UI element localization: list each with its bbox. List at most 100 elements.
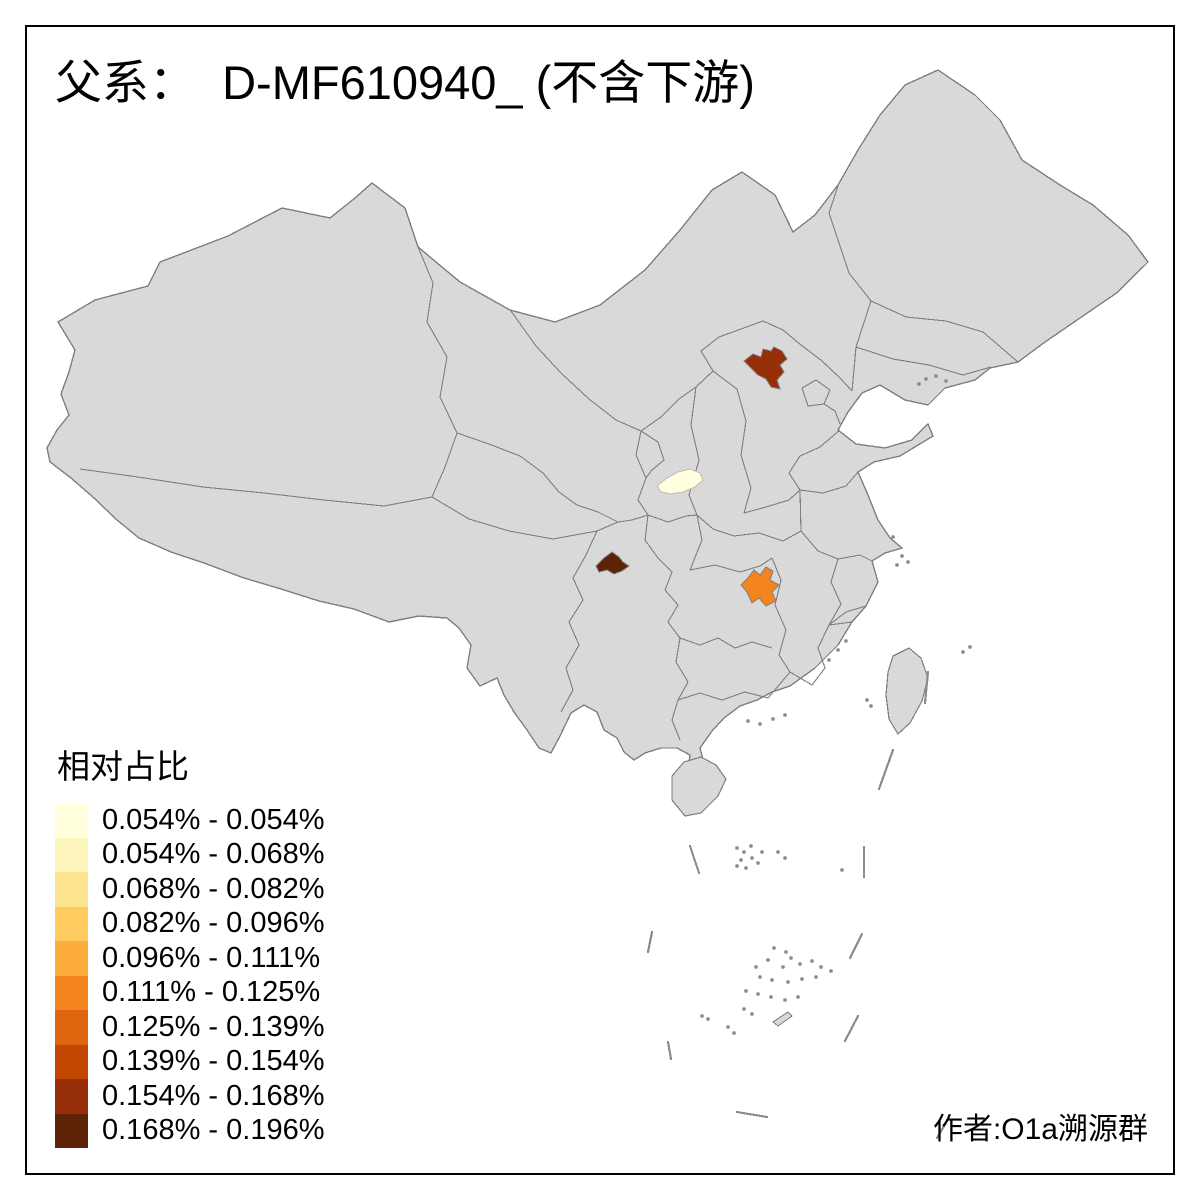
legend-swatch xyxy=(55,872,88,907)
mainland-outline xyxy=(46,69,1149,784)
islet-dot xyxy=(732,1031,736,1035)
legend-title: 相对占比 xyxy=(57,748,189,785)
islet-dot xyxy=(766,958,770,962)
islet-dot xyxy=(783,856,787,860)
legend-label: 0.168% - 0.196% xyxy=(102,1114,325,1147)
hainan-island xyxy=(671,756,727,817)
islet-dot xyxy=(760,850,764,854)
islet-dot xyxy=(961,650,965,654)
legend-row: 0.168% - 0.196% xyxy=(55,1113,325,1148)
sea-islands xyxy=(700,374,972,1035)
islet-dot xyxy=(819,965,823,969)
islet-dot xyxy=(771,717,775,721)
islet-dot xyxy=(836,648,840,652)
islet-dot xyxy=(758,975,762,979)
legend-label: 0.139% - 0.154% xyxy=(102,1045,325,1078)
attribution: 作者:O1a溯源群 xyxy=(932,1113,1148,1146)
islet-dot xyxy=(840,868,844,872)
islet-dot xyxy=(749,844,753,848)
legend-row: 0.068% - 0.082% xyxy=(55,872,324,907)
islet-dot xyxy=(750,1012,754,1016)
islet-dot xyxy=(756,992,760,996)
legend-row: 0.139% - 0.154% xyxy=(55,1044,325,1079)
islet-dot xyxy=(968,645,972,649)
islet-dot xyxy=(844,639,848,643)
islet-dot xyxy=(700,1014,704,1018)
legend-label: 0.054% - 0.054% xyxy=(102,803,325,836)
islet-dot xyxy=(783,998,787,1002)
islet-dot xyxy=(756,861,760,865)
islet-dot xyxy=(784,950,788,954)
islet-dot xyxy=(744,866,748,870)
taiwan-island xyxy=(885,647,929,735)
islet-dot xyxy=(726,1025,730,1029)
islet-dot xyxy=(786,980,790,984)
islet-dot xyxy=(789,956,793,960)
legend-label: 0.068% - 0.082% xyxy=(102,872,325,905)
legend-row: 0.082% - 0.096% xyxy=(55,906,325,941)
islet-dot xyxy=(739,858,743,862)
islet-dot xyxy=(865,698,869,702)
islet-dot xyxy=(742,850,746,854)
islet-dot xyxy=(770,978,774,982)
legend-label: 0.054% - 0.068% xyxy=(102,838,325,871)
highlight-region-central xyxy=(656,468,704,495)
legend-label: 0.111% - 0.125% xyxy=(102,976,321,1009)
legend-row: 0.096% - 0.111% xyxy=(55,941,324,976)
islet-dot xyxy=(895,563,899,567)
highlight-region-southwest xyxy=(595,551,630,575)
islet-dot xyxy=(746,719,750,723)
legend-row: 0.125% - 0.139% xyxy=(55,1010,324,1045)
legend-row: 0.111% - 0.125% xyxy=(55,975,324,1010)
islet-dot xyxy=(744,989,748,993)
legend-label: 0.125% - 0.139% xyxy=(102,1010,325,1043)
islet-dot xyxy=(944,379,948,383)
islet-dot xyxy=(891,535,895,539)
legend-row: 0.054% - 0.068% xyxy=(55,837,325,872)
legend-swatch xyxy=(55,837,88,872)
legend-label: 0.082% - 0.096% xyxy=(102,907,325,940)
islet-dot xyxy=(869,704,873,708)
legend-row: 0.054% - 0.054% xyxy=(55,803,324,838)
islet-dot xyxy=(754,965,758,969)
islet-dot xyxy=(934,374,938,378)
legend-swatch xyxy=(55,1113,88,1148)
islet-dot xyxy=(783,713,787,717)
islet-dot xyxy=(810,959,814,963)
plot-frame xyxy=(25,25,1175,1175)
islet-dot xyxy=(829,969,833,973)
legend-swatch xyxy=(55,1010,88,1045)
islet-dot xyxy=(772,946,776,950)
nine-dash-line xyxy=(646,670,949,1140)
islet-dot xyxy=(917,382,921,386)
highlight-region-north xyxy=(743,346,788,390)
islet-dot xyxy=(750,856,754,860)
islet-dot xyxy=(900,554,904,558)
islet-dot xyxy=(776,850,780,854)
islet-dot xyxy=(742,1007,746,1011)
islet-dot xyxy=(735,864,739,868)
legend-swatch xyxy=(55,941,88,976)
islet-dot xyxy=(827,658,831,662)
legend-row: 0.154% - 0.168% xyxy=(55,1079,324,1114)
islet-dot xyxy=(758,722,762,726)
islet-dot xyxy=(796,995,800,999)
legend-swatch xyxy=(55,803,88,838)
legend-swatch xyxy=(55,1079,88,1114)
legend-swatch xyxy=(55,1044,88,1079)
legend-label: 0.154% - 0.168% xyxy=(102,1079,325,1112)
islet-dot xyxy=(735,846,739,850)
map-title: 父系： D-MF610940_ (不含下游) xyxy=(55,56,755,109)
islet-dot xyxy=(769,995,773,999)
province-borders xyxy=(79,185,1019,741)
legend-swatch xyxy=(55,906,88,941)
islet-dot xyxy=(906,560,910,564)
islet-dot xyxy=(798,962,802,966)
legend-swatch xyxy=(55,975,88,1010)
islet-dot xyxy=(781,965,785,969)
islet-dot xyxy=(924,377,928,381)
islet-dot xyxy=(814,975,818,979)
islet xyxy=(772,1011,793,1027)
